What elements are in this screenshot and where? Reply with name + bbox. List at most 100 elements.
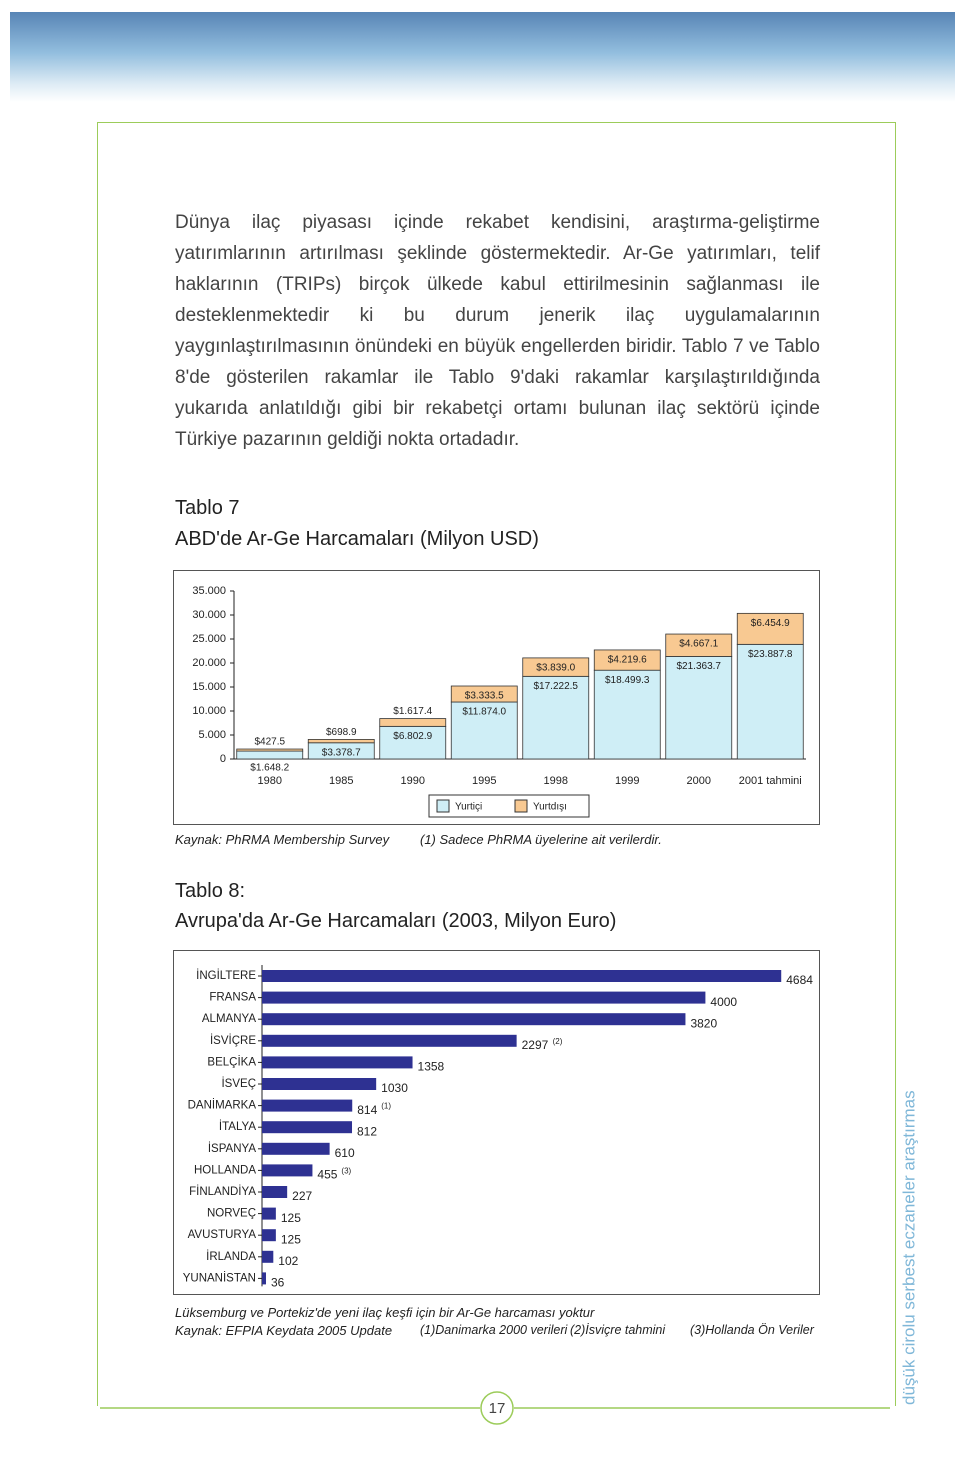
value-label: 4684 (786, 973, 813, 987)
value-note: (3) (341, 1167, 351, 1176)
bar (262, 1186, 288, 1198)
chart-title: ABD'de Ar-Ge Harcamaları (Milyon USD) (175, 528, 539, 550)
value-label: $3.839.0 (536, 663, 575, 674)
table-label: Tablo 8: (175, 880, 246, 902)
bar-segment (593, 669, 661, 760)
bar (262, 1229, 276, 1242)
page-number-box: 17 (100, 1391, 890, 1425)
category-label: BELÇİKA (207, 1055, 256, 1068)
value-label: $427.5 (254, 737, 285, 748)
value-label: $3.333.5 (465, 691, 504, 702)
value-label: $1.648.2 (250, 763, 289, 774)
value-label: 36 (271, 1276, 285, 1290)
bar-segment (307, 739, 375, 744)
footnote: (1)Danimarka 2000 verileri (420, 1323, 568, 1337)
value-label: $17.222.5 (534, 681, 579, 692)
bar (262, 1121, 353, 1134)
value-label: 3820 (690, 1016, 717, 1030)
value-label: 610 (335, 1146, 355, 1160)
category-label: İSVİÇRE (210, 1034, 256, 1047)
value-label: $6.454.9 (751, 618, 790, 629)
category-label: İTALYA (219, 1120, 256, 1133)
value-label: $18.499.3 (605, 675, 650, 686)
legend-label: Yurtdışı (533, 802, 567, 813)
bar (262, 1164, 313, 1177)
note: Lüksemburg ve Portekiz'de yeni ilaç keşf… (175, 1305, 595, 1320)
bar (262, 1034, 517, 1047)
value-label: $4.219.6 (608, 655, 647, 666)
bar-segment (522, 675, 590, 760)
bar-segment (665, 633, 733, 657)
category-label: FRANSA (209, 992, 256, 1004)
side-text-box: düşük cirolu serbest eczaneler araştırma… (899, 1090, 918, 1405)
chart: 0 5.000 10.000 15.000 20.000 25.000 30.000 35.0… (192, 585, 806, 818)
y-tick-label: 20.000 (192, 657, 226, 669)
bar (262, 1056, 413, 1069)
bar (262, 1099, 353, 1112)
category-label: DANİMARKA (188, 1099, 257, 1112)
x-tick-label: 2001 tahmini (739, 775, 802, 787)
table-label: Tablo 7 (175, 497, 240, 519)
value-label: 102 (278, 1254, 298, 1268)
category-label: İNGİLTERE (196, 969, 256, 982)
bar-segment (236, 748, 304, 752)
bar-segment (736, 643, 804, 760)
value-label: $698.9 (326, 727, 357, 738)
side-text: düşük cirolu serbest eczaneler araştırma… (899, 1090, 918, 1405)
category-label: YUNANİSTAN (183, 1271, 256, 1284)
chart-title: Avrupa'da Ar-Ge Harcamaları (2003, Milyo… (175, 910, 617, 932)
value-label: 814 (357, 1103, 377, 1117)
category-label: FİNLANDİYA (189, 1185, 256, 1198)
legend-label: Yurtiçi (455, 802, 482, 813)
bar-segment (450, 701, 518, 760)
category-label: HOLLANDA (194, 1164, 256, 1176)
value-label: 455 (317, 1168, 337, 1182)
legend-swatch (436, 799, 450, 813)
legend-swatch (514, 799, 528, 813)
value-label: 4000 (710, 995, 737, 1009)
y-tick-label: 25.000 (192, 633, 226, 645)
x-tick-label: 1985 (329, 775, 353, 787)
bar (262, 1142, 330, 1155)
value-label: 125 (281, 1211, 301, 1225)
value-label: 1358 (418, 1060, 445, 1074)
source: Kaynak: PhRMA Membership Survey (175, 832, 390, 847)
bar-segment (379, 718, 447, 727)
page-frame (97, 122, 896, 1406)
bar (262, 991, 706, 1004)
value-note: (2) (553, 1037, 563, 1046)
bar (262, 1013, 686, 1026)
bar (262, 970, 782, 982)
header-banner (10, 12, 955, 102)
bar (262, 1250, 274, 1263)
value-label: 812 (357, 1124, 377, 1138)
category-label: AVUSTURYA (188, 1229, 257, 1241)
value-label: $4.667.1 (679, 639, 718, 650)
x-tick-label: 2000 (687, 775, 711, 787)
value-label: 125 (281, 1232, 301, 1246)
y-tick-label: 15.000 (192, 681, 226, 693)
value-label: 227 (292, 1189, 312, 1203)
x-tick-label: 1998 (544, 775, 568, 787)
source: Kaynak: EFPIA Keydata 2005 Update (175, 1323, 393, 1338)
y-tick-label: 5.000 (198, 729, 226, 741)
legend-box (428, 794, 590, 818)
bar-segment (665, 656, 733, 760)
bar-segment (593, 649, 661, 671)
category-label: ALMANYA (202, 1013, 256, 1025)
value-label: $21.363.7 (677, 661, 722, 672)
value-label: $23.887.8 (748, 649, 793, 660)
bar (262, 1207, 276, 1220)
bar-segment (450, 685, 518, 703)
value-label: $1.617.4 (393, 706, 432, 717)
category-label: İSVEÇ (221, 1077, 256, 1090)
chart-box: 0 5.000 10.000 15.000 20.000 25.000 30.000 35.0… (173, 570, 820, 825)
value-label: $11.874.0 (462, 707, 506, 718)
category-label: İSPANYA (208, 1142, 256, 1155)
value-label: $3.378.7 (322, 747, 361, 758)
value-label: 2297 (522, 1038, 549, 1052)
bar (262, 1272, 266, 1285)
category-label: İRLANDA (206, 1250, 256, 1263)
value-note: (1) (381, 1102, 391, 1111)
